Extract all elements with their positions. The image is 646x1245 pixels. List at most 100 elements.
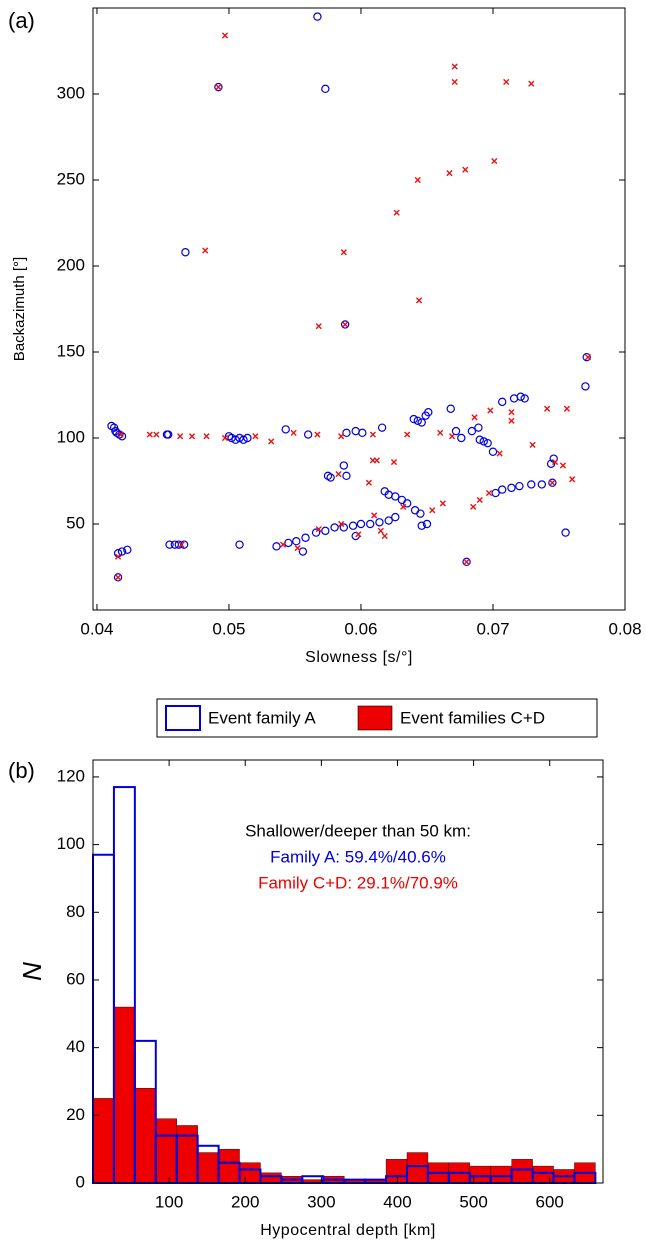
point — [508, 417, 515, 424]
point — [546, 459, 556, 468]
bar — [218, 1148, 240, 1184]
point — [491, 488, 500, 498]
point — [340, 320, 350, 329]
point — [582, 352, 591, 362]
point — [581, 382, 590, 391]
point — [315, 526, 322, 533]
point — [528, 80, 535, 87]
x-axis-label: Slowness [s/°] — [305, 649, 413, 666]
point — [338, 520, 345, 528]
bar — [176, 1125, 198, 1184]
point — [462, 557, 471, 567]
bar — [469, 1165, 491, 1184]
y-tick-label: 100 — [57, 834, 85, 853]
x-tick-label: 400 — [383, 1192, 411, 1211]
point — [358, 428, 367, 438]
y-tick-label: 50 — [66, 513, 85, 532]
y-tick-label: 20 — [66, 1105, 85, 1124]
point — [551, 458, 559, 466]
x-tick-label: 0.05 — [212, 619, 245, 638]
point — [294, 544, 301, 552]
point — [239, 435, 248, 444]
annotation: Shallower/deeper than 50 km: — [245, 821, 471, 840]
point — [393, 209, 400, 216]
point — [474, 423, 483, 432]
bar — [532, 1165, 554, 1184]
bar — [260, 1172, 282, 1184]
y-tick-label: 300 — [57, 83, 85, 102]
point — [342, 471, 351, 481]
point — [227, 433, 236, 443]
point — [544, 405, 551, 412]
point — [488, 447, 498, 456]
bar — [155, 1118, 177, 1184]
point — [439, 500, 446, 507]
point — [164, 430, 173, 439]
point — [215, 84, 222, 91]
point — [498, 397, 507, 407]
point — [321, 526, 330, 536]
point — [390, 458, 398, 466]
point — [391, 512, 400, 522]
point — [437, 429, 444, 436]
y-tick-label: 60 — [66, 969, 85, 988]
point — [491, 157, 498, 165]
point — [559, 462, 567, 469]
point — [485, 489, 493, 497]
point — [203, 433, 210, 440]
bar — [134, 1088, 156, 1184]
point — [508, 409, 515, 416]
x-tick-label: 200 — [231, 1192, 259, 1211]
point — [342, 428, 351, 438]
point — [404, 431, 411, 438]
point — [298, 547, 308, 556]
point — [413, 416, 422, 425]
point — [470, 503, 477, 510]
point — [402, 499, 412, 508]
point — [221, 434, 229, 442]
point — [549, 454, 558, 463]
point — [377, 423, 387, 432]
y-tick-label: 200 — [57, 255, 85, 274]
x-tick-label: 0.04 — [80, 619, 113, 638]
point — [365, 479, 372, 486]
bar — [113, 1006, 136, 1184]
point — [429, 507, 436, 514]
point — [414, 176, 421, 184]
point — [311, 528, 321, 537]
annotation: Family A: 59.4%/40.6% — [270, 847, 446, 866]
point — [527, 480, 536, 489]
point — [123, 545, 132, 555]
point — [292, 537, 301, 546]
point — [446, 170, 453, 177]
point — [315, 323, 322, 330]
point — [475, 435, 484, 444]
point — [114, 574, 122, 581]
point — [342, 321, 349, 328]
x-tick-label: 100 — [155, 1192, 183, 1211]
bar — [406, 1152, 429, 1184]
point — [520, 394, 529, 403]
point — [448, 433, 456, 440]
point — [451, 78, 458, 86]
point — [417, 521, 426, 530]
point — [117, 547, 127, 556]
y-axis-label: N — [17, 962, 47, 981]
point — [375, 518, 384, 527]
point — [114, 553, 122, 560]
point — [235, 540, 244, 549]
point — [384, 516, 393, 525]
legend-label: Event family A — [208, 708, 316, 727]
point — [348, 521, 358, 530]
y-tick-label: 250 — [57, 169, 85, 188]
point — [563, 405, 571, 412]
point — [272, 542, 281, 551]
point — [487, 407, 494, 414]
point — [231, 435, 240, 444]
point — [338, 433, 345, 440]
y-tick-label: 120 — [57, 766, 85, 785]
point — [446, 404, 455, 413]
axes-frame — [92, 7, 626, 611]
